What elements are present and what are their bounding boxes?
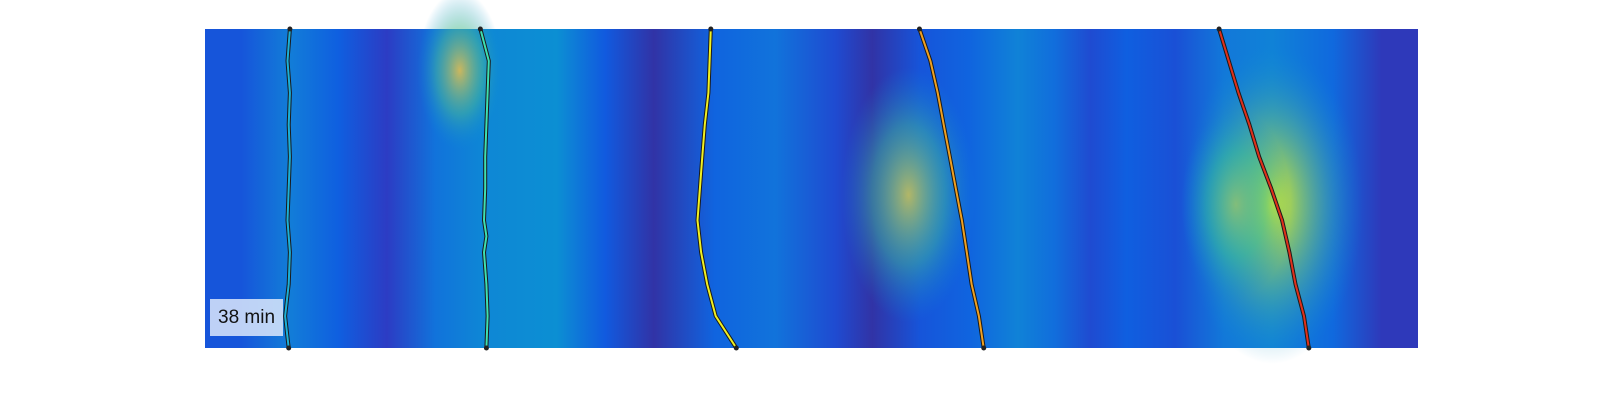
trajectory-1 [283, 26, 293, 351]
heatmap-hotspots [417, 0, 1364, 364]
trajectory-5 [1216, 26, 1312, 351]
heatmap-hotspot [841, 67, 976, 323]
heatmap-hotspot [1181, 108, 1291, 301]
trajectory-endpoint [916, 26, 922, 32]
trajectory-4 [916, 26, 987, 351]
trajectory-endpoint [483, 345, 489, 351]
trajectory-endpoint [287, 26, 293, 32]
trajectory-line [696, 28, 738, 349]
elapsed-time-label: 38 min [210, 299, 284, 336]
trajectory-line [479, 28, 490, 349]
trajectory-endpoint [286, 345, 292, 351]
trajectory-endpoint [1306, 345, 1312, 351]
trajectory-line [284, 28, 291, 349]
trajectory-line [1218, 28, 1310, 349]
trajectory-2 [477, 26, 491, 351]
trajectory-endpoint [1216, 26, 1222, 32]
trajectory-endpoint [733, 345, 739, 351]
trajectory-line [918, 28, 985, 349]
trajectory-endpoint [708, 26, 714, 32]
trajectory-3 [695, 26, 739, 351]
trajectory-lines [283, 26, 1312, 351]
trajectory-endpoint [981, 345, 987, 351]
trajectory-endpoint [477, 26, 483, 32]
